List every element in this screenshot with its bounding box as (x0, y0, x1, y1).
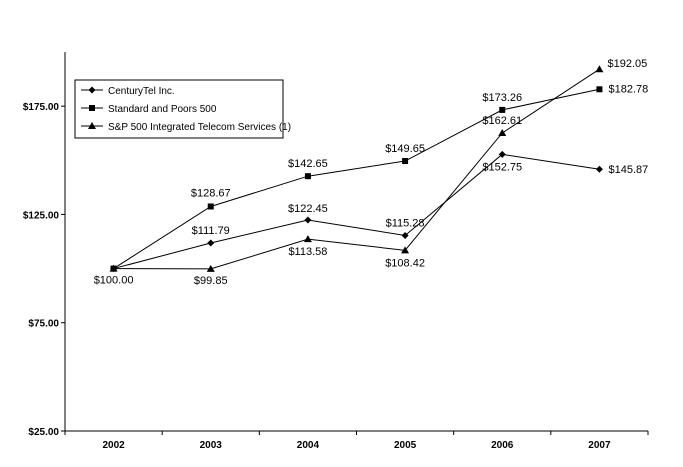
data-label: $111.79 (192, 225, 230, 237)
triangle-marker (109, 264, 118, 272)
data-label: $152.75 (482, 161, 522, 173)
x-tick-label: 2005 (394, 440, 417, 451)
square-marker (596, 86, 603, 93)
data-label: $113.58 (288, 246, 327, 258)
triangle-marker (498, 128, 507, 136)
legend-label: CenturyTel Inc. (108, 86, 175, 97)
legend-entry: CenturyTel Inc. (81, 86, 175, 97)
data-label: $99.85 (194, 275, 228, 287)
triangle-marker (88, 122, 96, 129)
triangle-marker (595, 65, 604, 73)
series-line (113, 88, 600, 269)
data-label: $142.65 (288, 158, 328, 170)
x-tick-label: 2002 (102, 440, 125, 451)
triangle-marker (401, 246, 410, 254)
data-label: $122.45 (288, 203, 328, 215)
legend-entry: S&P 500 Integrated Telecom Services (1) (81, 122, 291, 133)
data-label: $128.67 (191, 187, 231, 199)
y-tick-label: $175.00 (23, 102, 60, 113)
square-marker (89, 105, 95, 111)
y-tick-label: $125.00 (23, 210, 60, 221)
square-marker (499, 106, 506, 113)
chart-series (109, 65, 604, 273)
data-label: $145.87 (609, 164, 649, 176)
diamond-marker (498, 150, 506, 158)
y-tick-label: $75.00 (28, 319, 59, 330)
data-label: $173.26 (482, 92, 522, 104)
square-marker (207, 203, 214, 210)
x-tick-label: 2003 (200, 440, 223, 451)
legend-entry: Standard and Poors 500 (81, 104, 217, 115)
diamond-marker (88, 86, 96, 94)
legend-label: S&P 500 Integrated Telecom Services (1) (108, 122, 291, 133)
data-label: $115.28 (386, 217, 425, 229)
triangle-marker (206, 264, 215, 272)
legend-frame (74, 79, 284, 139)
data-label: $100.00 (94, 275, 134, 287)
series-diamond (110, 150, 603, 273)
y-axis-ticks: $25.00 $75.00 $125.00 $175.00 (23, 102, 65, 438)
data-labels: $100.00 $111.79 $122.45 $115.28 $152.75 $145.… (94, 58, 649, 287)
y-tick-label: $25.00 (28, 427, 59, 438)
square-marker (402, 158, 409, 165)
x-tick-label: 2006 (491, 440, 514, 451)
legend-label: Standard and Poors 500 (108, 104, 217, 115)
legend: CenturyTel Inc. Standard and Poors 500 S&P… (74, 79, 291, 139)
x-tick-label: 2004 (297, 440, 320, 451)
data-label: $149.65 (385, 143, 425, 155)
data-label: $162.61 (482, 115, 522, 127)
series-line (113, 153, 600, 270)
square-marker (304, 173, 311, 180)
series-triangle (109, 65, 604, 272)
diamond-marker (595, 165, 603, 173)
data-label: $192.05 (608, 58, 648, 70)
diamond-marker (304, 216, 312, 224)
data-label: $108.42 (385, 257, 425, 269)
x-tick-label: 2007 (588, 440, 611, 451)
diamond-marker (207, 239, 215, 247)
triangle-marker (303, 235, 312, 243)
data-label: $182.78 (609, 83, 649, 95)
diamond-marker (401, 231, 409, 239)
series-line (113, 68, 600, 270)
x-axis-ticks: 2002 2003 2004 2005 2006 2007 (64, 431, 649, 451)
